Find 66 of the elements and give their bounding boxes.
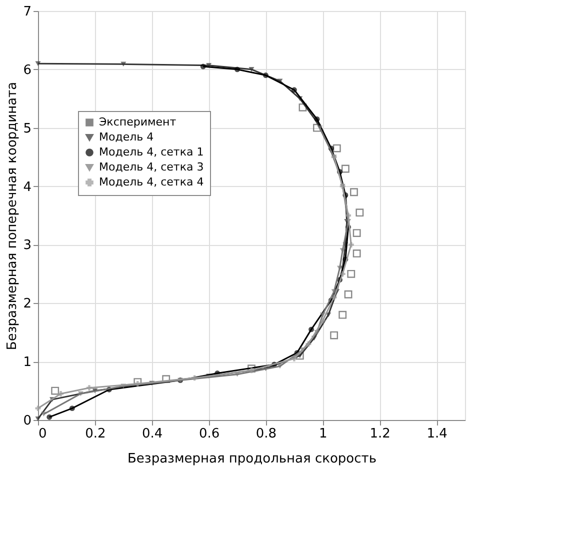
point: [262, 72, 268, 78]
point: [347, 270, 356, 278]
point: [248, 67, 254, 72]
point: [298, 103, 307, 112]
legend-label: Модель 4, сетка 1: [99, 146, 204, 158]
point: [338, 310, 347, 319]
x-tick-label: 1.4: [426, 426, 448, 442]
point: [337, 266, 342, 270]
point: [320, 318, 326, 324]
x-tick-label: 1.2: [370, 426, 390, 442]
y-tick-label: 3: [23, 238, 32, 254]
point: [51, 386, 60, 395]
point: [317, 125, 323, 130]
legend-label: Модель 4, сетка 4: [99, 176, 204, 188]
point: [291, 356, 297, 362]
point: [330, 331, 338, 340]
x-tick-label: 0: [38, 426, 47, 442]
y-tick-label: 6: [23, 62, 32, 78]
y-tick-label: 2: [23, 296, 32, 312]
x-tick-label: 0.6: [198, 426, 220, 442]
point: [314, 116, 320, 122]
point: [331, 294, 337, 300]
x-tick-label: 0.8: [256, 426, 277, 442]
point: [341, 164, 350, 173]
x-tick-label: 0.4: [142, 426, 163, 442]
point: [35, 406, 41, 412]
legend-label: Модель 4, сетка 3: [99, 160, 204, 174]
point: [86, 385, 92, 391]
point: [340, 271, 346, 277]
point: [352, 229, 361, 237]
y-tick-label: 5: [23, 121, 32, 136]
point: [352, 250, 361, 258]
point: [234, 66, 240, 72]
point: [134, 381, 140, 387]
legend-label: Модель 4: [99, 130, 154, 144]
legend-label: Эксперимент: [99, 116, 177, 128]
y-tick-label: 0: [23, 414, 32, 428]
x-axis-title: Безразмерная продольная скорость: [127, 452, 377, 466]
y-axis-title: Безразмерная поперечная координата: [5, 82, 20, 350]
y-tick-label: 1: [23, 355, 32, 370]
point: [320, 312, 326, 318]
point: [350, 188, 358, 196]
point: [248, 368, 254, 374]
point: [46, 414, 52, 420]
point: [120, 62, 126, 67]
point: [192, 375, 198, 381]
x-tick-label: 1: [319, 426, 328, 442]
y-tick-label: 7: [23, 4, 32, 20]
point: [344, 290, 352, 298]
point: [78, 391, 84, 396]
point: [58, 390, 64, 396]
point: [313, 124, 321, 132]
point: [40, 412, 46, 417]
point: [348, 242, 354, 248]
point: [332, 144, 341, 152]
point: [69, 406, 75, 412]
point: [200, 64, 206, 70]
point: [356, 208, 364, 217]
point: [291, 87, 297, 93]
point: [346, 212, 352, 218]
point: [306, 341, 312, 347]
y-tick-label: 4: [23, 180, 32, 195]
point: [35, 61, 41, 66]
x-tick-label: 0.2: [85, 426, 106, 442]
point: [277, 364, 283, 369]
point: [308, 326, 314, 332]
